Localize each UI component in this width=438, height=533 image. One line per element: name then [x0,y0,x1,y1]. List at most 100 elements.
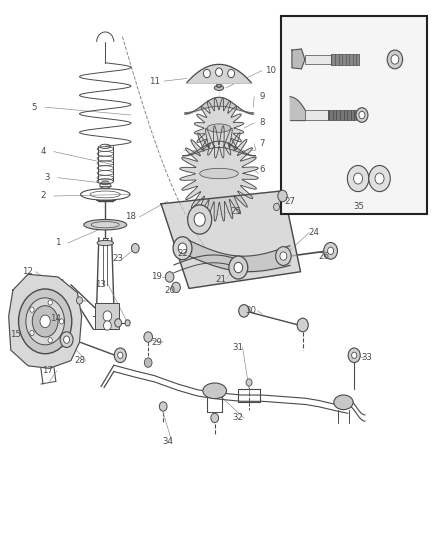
Ellipse shape [334,395,353,410]
Text: 30: 30 [246,306,257,316]
Circle shape [215,68,223,76]
Text: 27: 27 [284,197,295,206]
Circle shape [103,321,111,330]
Circle shape [178,243,187,254]
Circle shape [30,330,34,336]
Text: 26: 26 [319,252,330,261]
Circle shape [239,305,249,317]
Polygon shape [194,98,244,158]
Text: 3: 3 [45,173,50,182]
Circle shape [211,413,219,423]
Circle shape [328,247,334,254]
Bar [328,110,357,120]
Circle shape [40,315,50,328]
Polygon shape [161,191,300,288]
Text: 7: 7 [259,139,265,148]
Circle shape [59,319,64,324]
Circle shape [278,190,287,201]
Circle shape [324,243,337,259]
Circle shape [347,165,369,191]
Circle shape [115,319,122,327]
Polygon shape [292,49,305,69]
Circle shape [387,50,403,69]
Circle shape [280,252,287,260]
Circle shape [32,306,58,337]
Circle shape [234,262,243,273]
Ellipse shape [214,85,224,91]
Text: 32: 32 [233,414,244,423]
Ellipse shape [84,220,127,230]
Circle shape [228,69,235,78]
Text: 31: 31 [233,343,244,352]
Text: 13: 13 [95,280,106,289]
Text: 4: 4 [40,147,46,156]
Text: 22: 22 [177,249,188,258]
Circle shape [369,165,390,191]
Text: 2: 2 [40,191,46,200]
Bar [331,54,358,64]
Polygon shape [9,274,81,368]
Text: 24: 24 [308,228,319,237]
Text: 5: 5 [32,103,37,112]
Text: 19: 19 [151,272,162,281]
Text: 25: 25 [231,207,242,216]
Circle shape [375,173,384,184]
Bar [305,55,331,64]
Circle shape [187,205,212,234]
Text: 6: 6 [259,165,265,174]
Circle shape [125,320,130,326]
Circle shape [173,237,192,260]
Text: 14: 14 [50,314,61,323]
Text: 28: 28 [74,356,85,365]
Circle shape [60,332,73,348]
Circle shape [64,336,70,343]
Circle shape [348,348,360,362]
Circle shape [114,348,126,362]
Circle shape [297,318,308,332]
Circle shape [103,311,112,321]
Circle shape [26,298,64,345]
Text: 29: 29 [151,338,162,347]
Circle shape [203,69,210,78]
Text: 11: 11 [149,77,160,86]
Text: 33: 33 [362,353,373,362]
Circle shape [48,337,53,343]
Circle shape [391,55,399,64]
Text: 12: 12 [22,267,33,276]
Circle shape [229,256,248,279]
Text: 1: 1 [55,238,61,247]
Ellipse shape [216,84,222,87]
Text: 35: 35 [353,202,364,211]
Text: 20: 20 [164,286,175,295]
Ellipse shape [200,168,238,179]
FancyBboxPatch shape [281,16,427,214]
Circle shape [359,111,365,119]
Text: 8: 8 [259,118,265,127]
Text: 9: 9 [259,92,265,101]
Circle shape [273,203,279,211]
Circle shape [159,402,167,411]
Circle shape [194,213,205,227]
Text: 34: 34 [162,437,173,446]
Text: 18: 18 [126,212,137,221]
Circle shape [166,272,174,282]
Circle shape [172,282,180,293]
Circle shape [246,379,252,386]
Text: 23: 23 [113,254,124,263]
Text: 21: 21 [215,275,226,284]
Text: 17: 17 [42,367,53,375]
Circle shape [144,358,152,367]
Circle shape [118,352,123,358]
Circle shape [356,108,368,123]
Circle shape [276,247,291,265]
Ellipse shape [203,383,226,399]
Circle shape [18,289,72,354]
Text: 10: 10 [265,66,276,75]
Ellipse shape [207,124,231,132]
Circle shape [353,173,363,184]
Circle shape [48,300,53,305]
Text: 15: 15 [10,330,21,339]
Bar [95,303,120,329]
Circle shape [131,244,139,253]
Circle shape [352,352,357,358]
